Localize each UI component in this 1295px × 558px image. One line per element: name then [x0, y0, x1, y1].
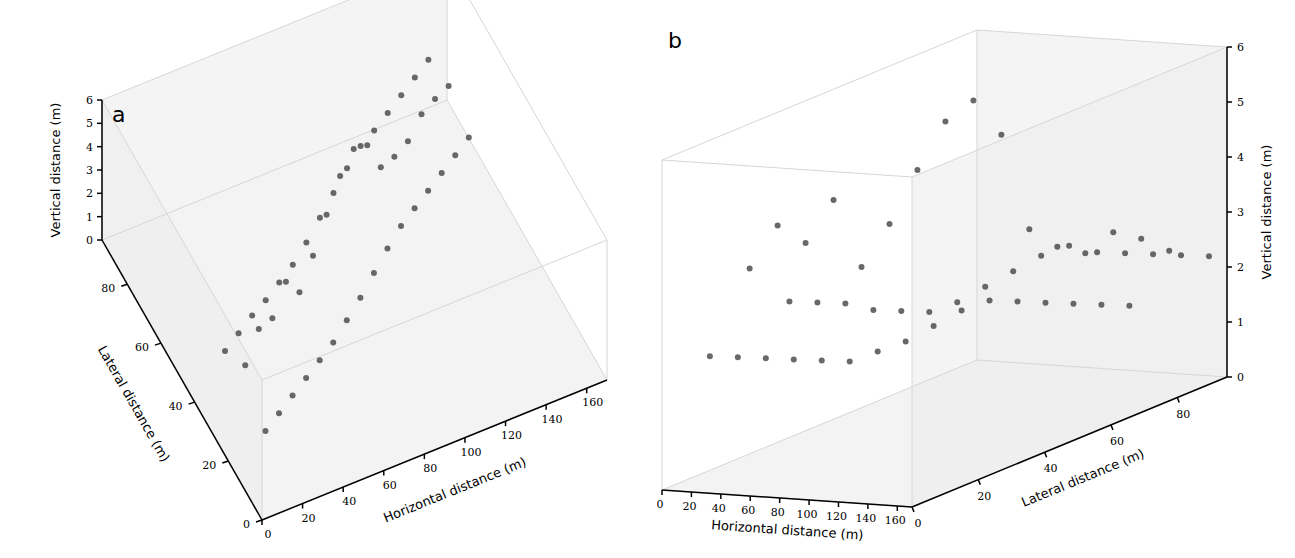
- svg-text:20: 20: [682, 500, 696, 513]
- svg-text:Vertical distance (m): Vertical distance (m): [1259, 145, 1274, 280]
- svg-text:6: 6: [1237, 41, 1244, 54]
- svg-text:5: 5: [86, 117, 93, 130]
- svg-text:0: 0: [243, 518, 250, 531]
- svg-text:20: 20: [302, 512, 316, 525]
- svg-text:2: 2: [86, 187, 93, 200]
- svg-text:0: 0: [915, 517, 922, 530]
- svg-text:100: 100: [797, 508, 818, 521]
- svg-text:2: 2: [1237, 261, 1244, 274]
- svg-text:40: 40: [169, 400, 183, 413]
- svg-text:Lateral distance (m): Lateral distance (m): [1019, 446, 1146, 510]
- svg-text:40: 40: [1044, 462, 1058, 475]
- svg-text:0: 0: [657, 498, 664, 511]
- svg-text:1: 1: [86, 211, 93, 224]
- svg-text:60: 60: [135, 341, 149, 354]
- svg-text:80: 80: [423, 462, 437, 475]
- svg-text:b: b: [668, 28, 682, 53]
- svg-text:60: 60: [1110, 435, 1124, 448]
- svg-text:140: 140: [855, 512, 876, 525]
- svg-text:Vertical distance (m): Vertical distance (m): [48, 103, 63, 238]
- svg-text:0: 0: [1237, 371, 1244, 384]
- svg-text:60: 60: [383, 479, 397, 492]
- svg-text:20: 20: [977, 490, 991, 503]
- svg-text:160: 160: [582, 396, 603, 409]
- svg-text:0: 0: [86, 234, 93, 247]
- svg-text:Lateral distance (m): Lateral distance (m): [95, 343, 173, 465]
- svg-text:80: 80: [1176, 408, 1190, 421]
- svg-text:6: 6: [86, 94, 93, 107]
- svg-text:120: 120: [826, 510, 847, 523]
- svg-text:3: 3: [86, 164, 93, 177]
- svg-text:120: 120: [501, 429, 522, 442]
- svg-text:140: 140: [542, 413, 563, 426]
- svg-text:a: a: [112, 102, 125, 127]
- svg-text:60: 60: [741, 504, 755, 517]
- svg-text:4: 4: [86, 141, 93, 154]
- svg-text:0: 0: [265, 528, 272, 541]
- svg-text:3: 3: [1237, 206, 1244, 219]
- svg-text:80: 80: [101, 282, 115, 295]
- svg-text:Horizontal distance (m): Horizontal distance (m): [711, 517, 864, 542]
- svg-text:Horizontal distance (m): Horizontal distance (m): [381, 454, 528, 525]
- svg-text:100: 100: [460, 446, 481, 459]
- svg-text:40: 40: [712, 502, 726, 515]
- svg-text:160: 160: [885, 514, 906, 527]
- svg-text:5: 5: [1237, 96, 1244, 109]
- svg-text:20: 20: [202, 459, 216, 472]
- svg-text:1: 1: [1237, 316, 1244, 329]
- svg-text:4: 4: [1237, 151, 1244, 164]
- svg-text:80: 80: [771, 506, 785, 519]
- svg-text:40: 40: [342, 495, 356, 508]
